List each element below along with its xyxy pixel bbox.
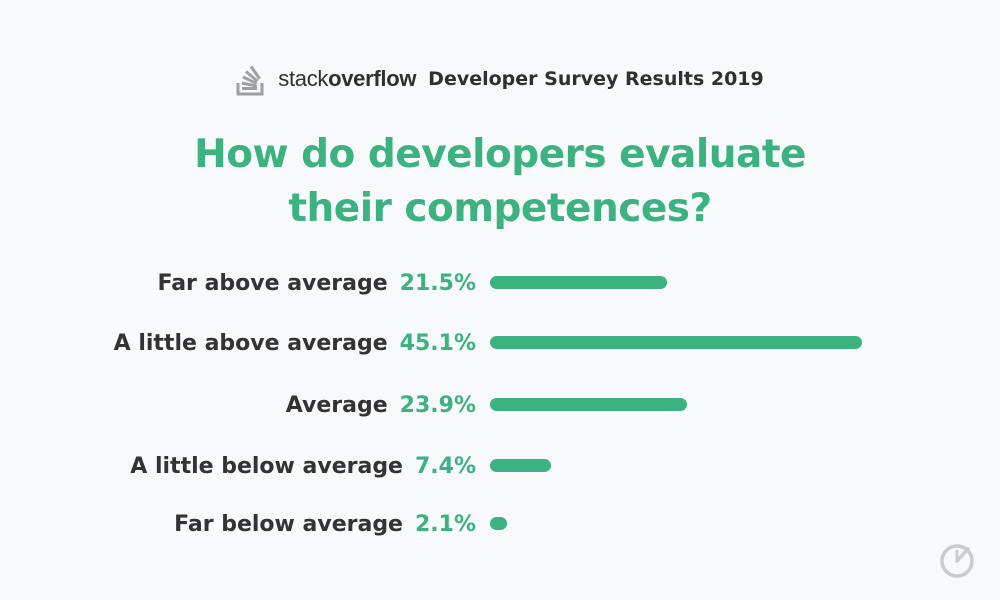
bar: [490, 336, 862, 349]
bar-row: Far below average 2.1%: [0, 499, 1000, 549]
chart-title-line-1: How do developers evaluate: [194, 132, 806, 177]
category-label: Far above average: [157, 270, 388, 296]
value-label: 45.1%: [399, 330, 476, 356]
bar: [490, 517, 508, 530]
bar-chart: Far above average 21.5% A little above ave…: [0, 258, 1000, 558]
category-label: Average: [285, 392, 388, 418]
bar-row: A little below average 7.4%: [0, 441, 1000, 491]
chart-title-line-2: their competences?: [288, 186, 712, 231]
value-label: 2.1%: [414, 511, 476, 537]
bar: [490, 276, 668, 289]
brand-bold: overflow: [328, 66, 417, 91]
brand-light: stack: [278, 66, 329, 91]
bar-row: Average 23.9%: [0, 380, 1000, 430]
brand-mark-icon: [938, 540, 978, 584]
bar-label-group: A little below average 7.4%: [130, 441, 476, 491]
bar-label-group: Far above average 21.5%: [157, 258, 476, 308]
category-label: A little below average: [130, 453, 403, 479]
value-label: 7.4%: [414, 453, 476, 479]
bar-row: Far above average 21.5%: [0, 258, 1000, 308]
category-label: Far below average: [174, 511, 403, 537]
value-label: 23.9%: [399, 392, 476, 418]
chart-title: How do developers evaluate their compete…: [0, 128, 1000, 236]
bar: [490, 459, 552, 472]
bar-label-group: Far below average 2.1%: [174, 499, 476, 549]
header: stackoverflow Developer Survey Results 2…: [0, 62, 1000, 96]
bar-label-group: A little above average 45.1%: [114, 318, 476, 368]
brand-name: stackoverflow: [278, 66, 416, 92]
category-label: A little above average: [113, 330, 388, 356]
bar-label-group: Average 23.9%: [286, 380, 476, 430]
bar-row: A little above average 45.1%: [0, 318, 1000, 368]
bar: [490, 398, 688, 411]
stackoverflow-logo-icon: [236, 62, 266, 96]
value-label: 21.5%: [399, 270, 476, 296]
survey-subtitle: Developer Survey Results 2019: [428, 68, 764, 90]
